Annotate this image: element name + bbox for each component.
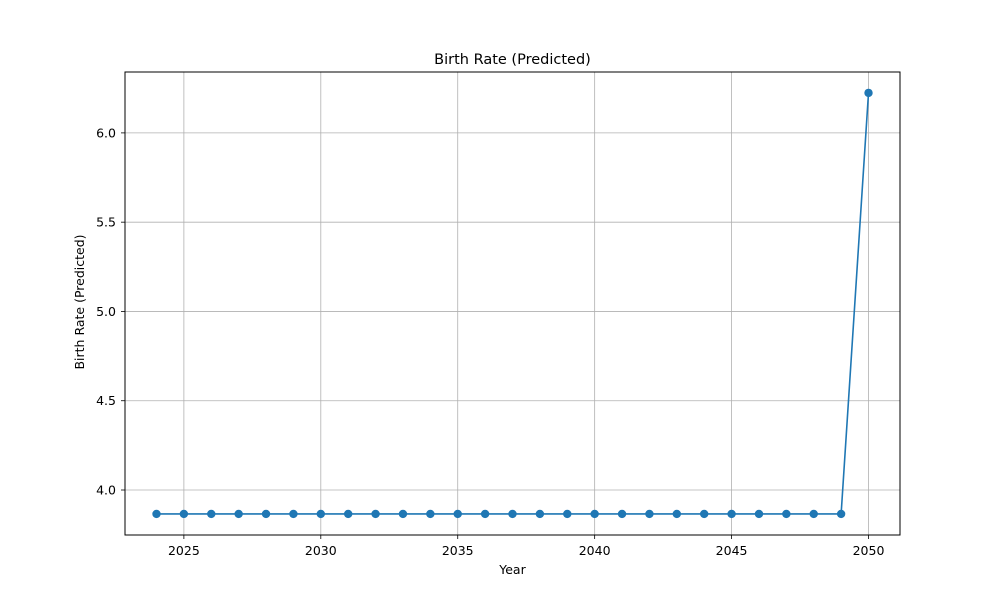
data-point-marker: [343, 509, 353, 519]
grid-lines: [125, 72, 900, 535]
data-point-marker: [234, 509, 243, 519]
data-point-marker: [508, 509, 517, 519]
x-tick-label: 2045: [716, 543, 748, 558]
series-birth-rate: [152, 88, 873, 519]
data-point-marker: [179, 509, 189, 519]
y-tick-label: 4.5: [96, 393, 116, 408]
plot-area-frame: [124, 71, 901, 536]
data-point-marker: [371, 509, 380, 519]
axis-ticks: 2025 2030 2035 2040 2045 2050 4.0 4.5 5.0 5.5 6.0: [96, 125, 884, 558]
data-point-marker: [864, 88, 873, 98]
data-point-marker: [152, 509, 161, 519]
x-tick-label: 2040: [579, 543, 611, 558]
data-point-marker: [645, 509, 654, 519]
y-tick-label: 5.5: [96, 215, 116, 230]
y-tick-label: 6.0: [96, 125, 116, 140]
x-tick-label: 2035: [442, 543, 474, 558]
data-point-marker: [563, 509, 572, 519]
data-point-marker: [672, 509, 682, 519]
data-point-marker: [617, 509, 627, 519]
chart-title: Birth Rate (Predicted): [434, 52, 591, 68]
x-tick-label: 2025: [168, 543, 200, 558]
data-point-marker: [480, 509, 490, 519]
y-tick-label: 4.0: [96, 483, 116, 498]
x-tick-label: 2050: [853, 543, 885, 558]
data-point-marker: [699, 509, 709, 519]
data-point-marker: [809, 509, 818, 519]
data-point-marker: [261, 509, 271, 519]
data-point-marker: [207, 509, 216, 519]
data-point-marker: [535, 509, 545, 519]
data-point-marker: [782, 509, 791, 519]
x-axis-label: Year: [498, 562, 526, 577]
data-point-marker: [426, 509, 435, 519]
x-tick-label: 2030: [305, 543, 337, 558]
data-point-marker: [754, 509, 764, 519]
data-point-marker: [727, 509, 736, 519]
data-point-marker: [316, 509, 326, 519]
data-point-marker: [453, 509, 462, 519]
data-point-marker: [398, 509, 408, 519]
data-point-marker: [590, 509, 599, 519]
y-axis-label: Birth Rate (Predicted): [72, 234, 87, 369]
data-point-marker: [836, 509, 846, 519]
data-point-marker: [289, 509, 298, 519]
y-tick-label: 5.0: [96, 304, 116, 319]
series-line: [156, 92, 870, 515]
